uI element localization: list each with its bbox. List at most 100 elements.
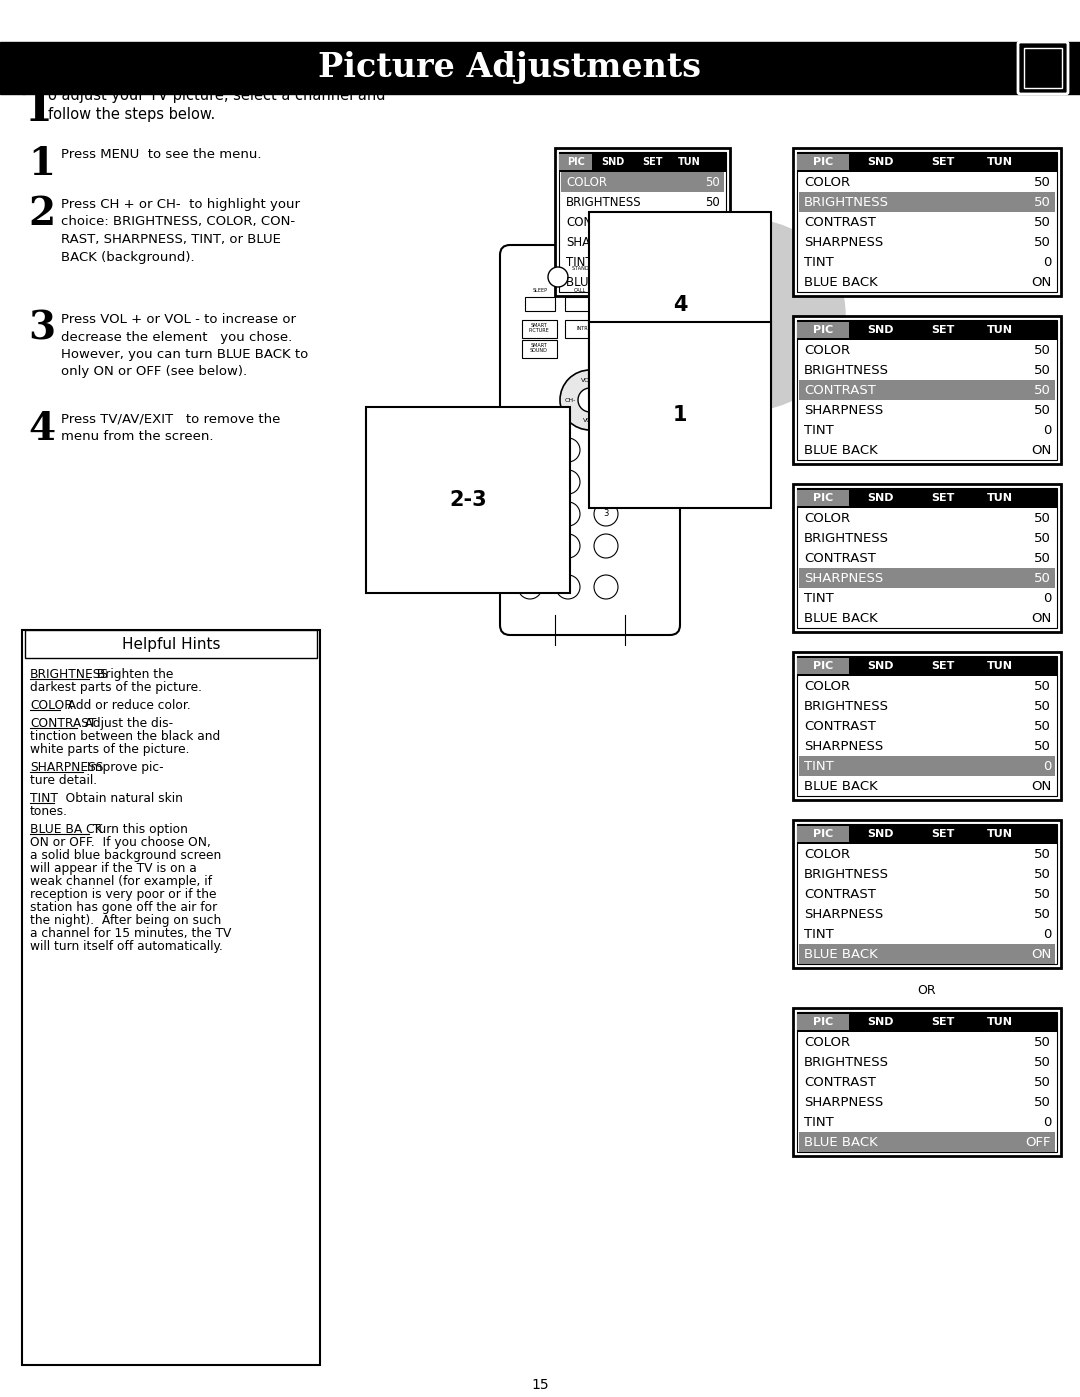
Circle shape — [594, 534, 618, 557]
Text: 1: 1 — [673, 405, 687, 425]
Text: 50: 50 — [1035, 176, 1051, 189]
Text: 1: 1 — [28, 145, 55, 183]
Text: 50: 50 — [1035, 344, 1051, 356]
Circle shape — [556, 502, 580, 527]
Text: 50: 50 — [1035, 887, 1051, 901]
Text: weak channel (for example, if: weak channel (for example, if — [30, 875, 212, 888]
Bar — [799, 1133, 1055, 1151]
Bar — [559, 152, 726, 292]
Text: 15: 15 — [531, 1377, 549, 1391]
Text: BRIGHTNESS: BRIGHTNESS — [804, 868, 889, 880]
Text: 4: 4 — [527, 478, 532, 486]
Bar — [673, 154, 706, 170]
Bar — [974, 321, 1026, 338]
Text: T: T — [22, 85, 57, 131]
Text: SND: SND — [600, 156, 624, 168]
Bar — [522, 339, 557, 358]
Text: TINT: TINT — [804, 928, 834, 940]
Bar — [799, 756, 1055, 775]
Text: 50: 50 — [1035, 739, 1051, 753]
Bar — [559, 152, 726, 172]
Text: will turn itself off automatically.: will turn itself off automatically. — [30, 940, 222, 953]
Bar — [605, 339, 640, 358]
Bar — [797, 490, 849, 506]
Bar — [25, 630, 318, 658]
Text: 0: 0 — [1042, 1115, 1051, 1129]
Text: 50: 50 — [1035, 511, 1051, 524]
Text: COLOR: COLOR — [804, 344, 850, 356]
Bar — [797, 154, 849, 170]
Text: TINT: TINT — [30, 792, 58, 805]
Text: COLOR: COLOR — [804, 511, 850, 524]
Text: Improve pic-: Improve pic- — [83, 761, 164, 774]
Bar — [565, 298, 595, 312]
Text: SET: SET — [931, 828, 955, 840]
Bar — [797, 1014, 849, 1030]
Text: SHARPNESS: SHARPNESS — [30, 761, 104, 774]
Text: SET: SET — [643, 156, 663, 168]
Text: COLOR: COLOR — [566, 176, 607, 189]
Text: COLOR: COLOR — [804, 679, 850, 693]
Text: Helpful Hints: Helpful Hints — [122, 637, 220, 651]
Text: CONTRAST: CONTRAST — [804, 719, 876, 732]
Text: PIC: PIC — [813, 156, 833, 168]
Text: SMART
PICTURE: SMART PICTURE — [528, 323, 550, 334]
Text: PIC: PIC — [813, 661, 833, 671]
Text: 50: 50 — [1035, 384, 1051, 397]
Text: a solid blue background screen: a solid blue background screen — [30, 849, 221, 862]
Text: SHARPNESS: SHARPNESS — [566, 236, 636, 249]
Bar — [565, 320, 600, 338]
Bar — [797, 658, 849, 673]
Bar — [974, 658, 1026, 673]
Text: 50: 50 — [1035, 1056, 1051, 1069]
Text: TINT: TINT — [804, 760, 834, 773]
Text: ON: ON — [1030, 612, 1051, 624]
Bar — [797, 824, 1057, 964]
Text: ON: ON — [1030, 780, 1051, 792]
Text: ture detail.: ture detail. — [30, 774, 97, 787]
Bar — [799, 944, 1055, 964]
Text: CONTRAST: CONTRAST — [804, 552, 876, 564]
Circle shape — [594, 576, 618, 599]
Text: STANDBY  MUT: STANDBY MUT — [571, 265, 608, 271]
Bar — [797, 488, 1057, 509]
Text: CALL: CALL — [573, 288, 586, 293]
Bar — [793, 1009, 1061, 1155]
Circle shape — [518, 576, 542, 599]
Text: 50: 50 — [1035, 700, 1051, 712]
Bar — [1024, 47, 1062, 88]
Text: BRIGHTNESS: BRIGHTNESS — [804, 531, 889, 545]
Text: CONTRAST: CONTRAST — [30, 717, 96, 731]
Text: BLUE BACK: BLUE BACK — [804, 780, 878, 792]
Bar — [974, 154, 1026, 170]
Bar — [797, 1011, 1057, 1153]
Text: OR: OR — [918, 983, 936, 996]
Bar — [525, 298, 555, 312]
Text: SHARPNESS: SHARPNESS — [804, 1095, 883, 1108]
Text: tones.: tones. — [30, 805, 68, 819]
Circle shape — [561, 370, 620, 430]
Text: BLUE BACK: BLUE BACK — [804, 612, 878, 624]
Bar — [522, 320, 557, 338]
Bar — [854, 321, 906, 338]
Text: SHARPNESS: SHARPNESS — [804, 739, 883, 753]
Text: 50: 50 — [1035, 196, 1051, 208]
Text: SET: SET — [931, 326, 955, 335]
Bar — [797, 152, 1057, 172]
Bar — [917, 154, 969, 170]
Bar — [0, 42, 1080, 94]
Bar — [605, 298, 635, 312]
Text: 0: 0 — [565, 542, 570, 550]
Text: the night).  After being on such: the night). After being on such — [30, 914, 221, 928]
Circle shape — [518, 469, 542, 495]
Text: 50: 50 — [1035, 531, 1051, 545]
Text: EXIT
MENU: EXIT MENU — [615, 342, 630, 353]
Bar — [854, 1014, 906, 1030]
Text: TINT: TINT — [804, 591, 834, 605]
Text: TUN: TUN — [987, 1017, 1013, 1027]
Text: 8: 8 — [565, 446, 570, 454]
Text: SHARPNESS: SHARPNESS — [804, 908, 883, 921]
Text: CH+: CH+ — [603, 398, 617, 402]
Bar — [793, 652, 1061, 800]
Text: white parts of the picture.: white parts of the picture. — [30, 743, 189, 756]
